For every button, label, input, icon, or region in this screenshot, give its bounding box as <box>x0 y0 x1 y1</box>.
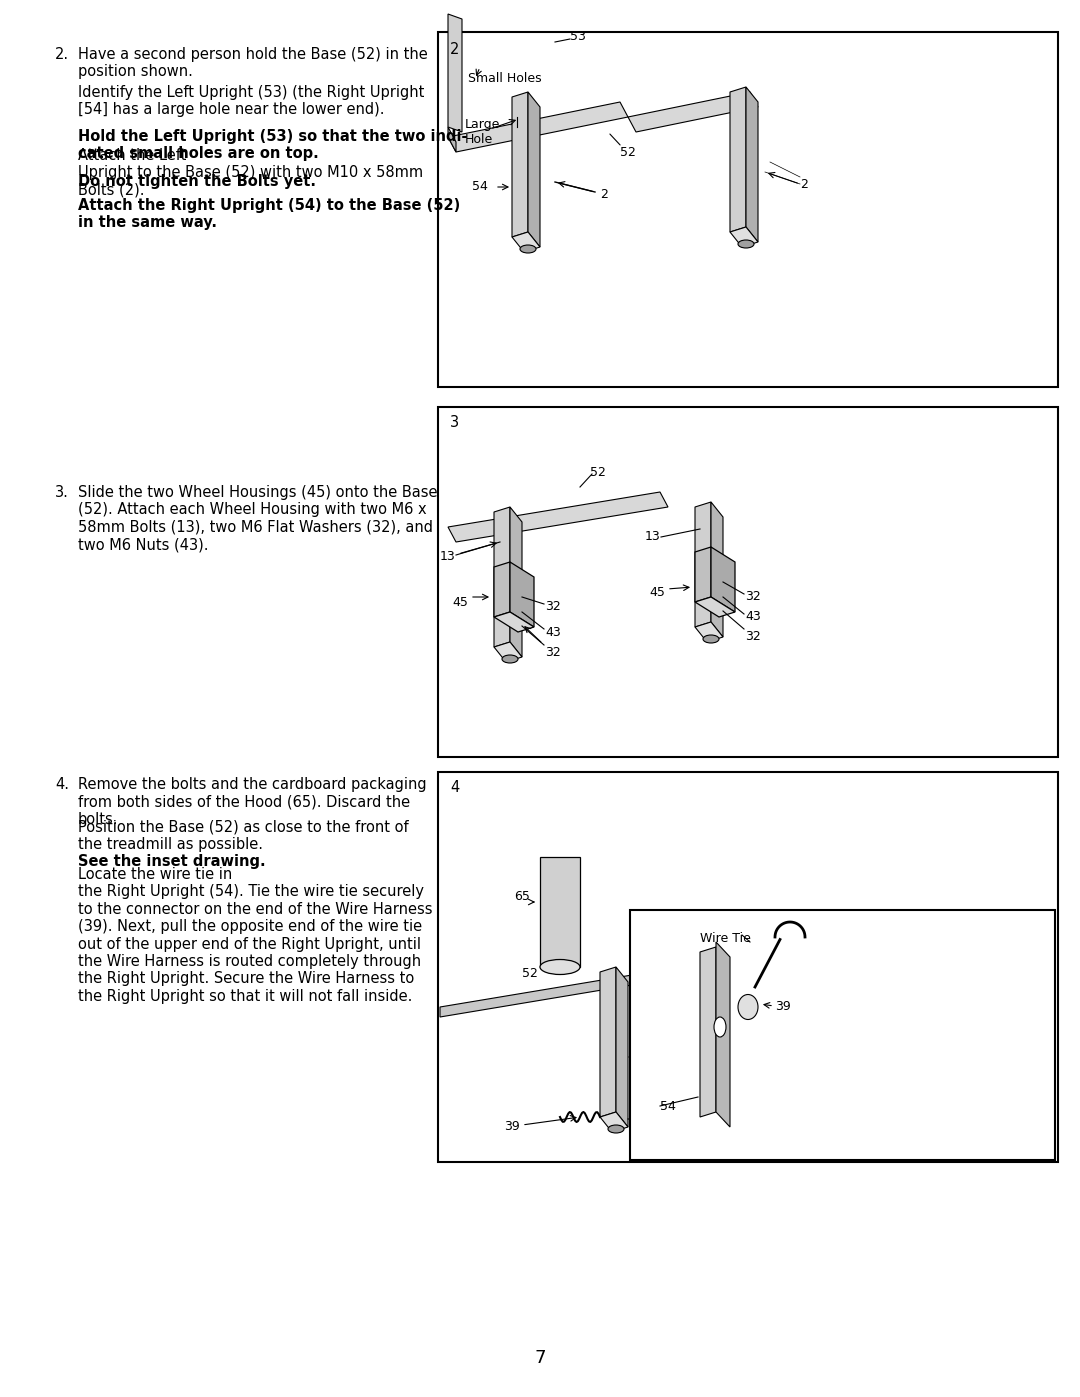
Ellipse shape <box>502 655 518 664</box>
Polygon shape <box>627 92 758 131</box>
Polygon shape <box>696 597 735 617</box>
Polygon shape <box>494 612 534 631</box>
Text: 65: 65 <box>514 890 530 904</box>
Text: 43: 43 <box>745 610 760 623</box>
Ellipse shape <box>703 636 719 643</box>
Bar <box>438 773 1058 1162</box>
Bar <box>438 32 1058 387</box>
Bar <box>630 909 1055 1160</box>
Ellipse shape <box>519 244 536 253</box>
Text: 4: 4 <box>450 780 459 795</box>
Text: Slide the two Wheel Housings (45) onto the Base
(52). Attach each Wheel Housing : Slide the two Wheel Housings (45) onto t… <box>78 485 437 552</box>
Polygon shape <box>440 967 680 1017</box>
Polygon shape <box>448 102 627 152</box>
Polygon shape <box>600 967 616 1118</box>
Text: 3: 3 <box>450 415 459 430</box>
Text: 2: 2 <box>600 189 608 201</box>
Text: Wire Tie: Wire Tie <box>700 932 751 944</box>
Text: Have a second person hold the Base (52) in the
position shown.: Have a second person hold the Base (52) … <box>78 47 428 80</box>
Polygon shape <box>494 643 522 662</box>
Polygon shape <box>696 622 723 643</box>
Text: Attach the Right Upright (54) to the Base (52)
in the same way.: Attach the Right Upright (54) to the Bas… <box>78 198 460 231</box>
Text: 2: 2 <box>800 177 808 190</box>
Text: 7: 7 <box>535 1350 545 1368</box>
Text: Identify the Left Upright (53) (the Right Upright
[54] has a large hole near the: Identify the Left Upright (53) (the Righ… <box>78 85 424 117</box>
Bar <box>438 407 1058 757</box>
Polygon shape <box>616 967 627 1127</box>
Polygon shape <box>711 548 735 612</box>
Text: Small Holes: Small Holes <box>468 73 542 85</box>
Text: 54: 54 <box>472 180 488 194</box>
Text: 13: 13 <box>645 531 660 543</box>
Polygon shape <box>512 92 528 237</box>
Polygon shape <box>448 127 456 152</box>
Text: 52: 52 <box>590 465 606 479</box>
Text: 32: 32 <box>745 591 760 604</box>
Text: Position the Base (52) as close to the front of
the treadmill as possible.: Position the Base (52) as close to the f… <box>78 820 408 852</box>
Text: 54: 54 <box>640 1060 656 1073</box>
Text: 2.: 2. <box>55 47 69 61</box>
Text: 32: 32 <box>545 645 561 658</box>
Text: 43: 43 <box>545 626 561 638</box>
Text: 53: 53 <box>570 31 585 43</box>
Polygon shape <box>696 548 711 602</box>
Ellipse shape <box>738 995 758 1020</box>
Text: 32: 32 <box>545 601 561 613</box>
Text: 32: 32 <box>745 630 760 644</box>
Text: 45: 45 <box>453 595 468 609</box>
Text: 54: 54 <box>660 1101 676 1113</box>
Polygon shape <box>448 14 462 131</box>
Text: Locate the wire tie in
the Right Upright (54). Tie the wire tie securely
to the : Locate the wire tie in the Right Upright… <box>78 868 432 1004</box>
Polygon shape <box>494 507 510 647</box>
Text: 3.: 3. <box>55 485 69 500</box>
Ellipse shape <box>714 1017 726 1037</box>
Text: 52: 52 <box>522 967 538 981</box>
Polygon shape <box>510 507 522 657</box>
Text: 39: 39 <box>775 1000 791 1013</box>
Polygon shape <box>510 562 534 627</box>
Text: Wire Tie: Wire Tie <box>660 1115 711 1129</box>
Text: Attach the Left
Upright to the Base (52) with two M10 x 58mm
Bolts (2).: Attach the Left Upright to the Base (52)… <box>78 148 423 198</box>
Text: Hold the Left Upright (53) so that the two indi-
cated small holes are on top.: Hold the Left Upright (53) so that the t… <box>78 129 468 162</box>
Polygon shape <box>696 502 711 627</box>
Polygon shape <box>600 1112 627 1132</box>
Text: 13: 13 <box>440 550 455 563</box>
Polygon shape <box>494 562 510 617</box>
Ellipse shape <box>540 960 580 975</box>
Text: 4.: 4. <box>55 777 69 792</box>
Text: Large
Hole: Large Hole <box>465 117 500 147</box>
Polygon shape <box>746 87 758 242</box>
Text: 39: 39 <box>504 1120 519 1133</box>
Text: 2: 2 <box>450 42 459 57</box>
Text: Remove the bolts and the cardboard packaging
from both sides of the Hood (65). D: Remove the bolts and the cardboard packa… <box>78 777 427 827</box>
Ellipse shape <box>608 1125 624 1133</box>
Polygon shape <box>528 92 540 247</box>
Polygon shape <box>730 87 746 232</box>
Polygon shape <box>730 226 758 247</box>
Polygon shape <box>540 856 580 967</box>
Text: 52: 52 <box>620 145 636 158</box>
Polygon shape <box>711 502 723 637</box>
Ellipse shape <box>738 240 754 249</box>
Text: 45: 45 <box>649 585 665 598</box>
Text: Do not tighten the Bolts yet.: Do not tighten the Bolts yet. <box>78 175 316 189</box>
Polygon shape <box>512 232 540 251</box>
Polygon shape <box>448 492 669 542</box>
Text: See the inset drawing.: See the inset drawing. <box>78 854 266 869</box>
Polygon shape <box>700 947 716 1118</box>
Polygon shape <box>716 942 730 1127</box>
